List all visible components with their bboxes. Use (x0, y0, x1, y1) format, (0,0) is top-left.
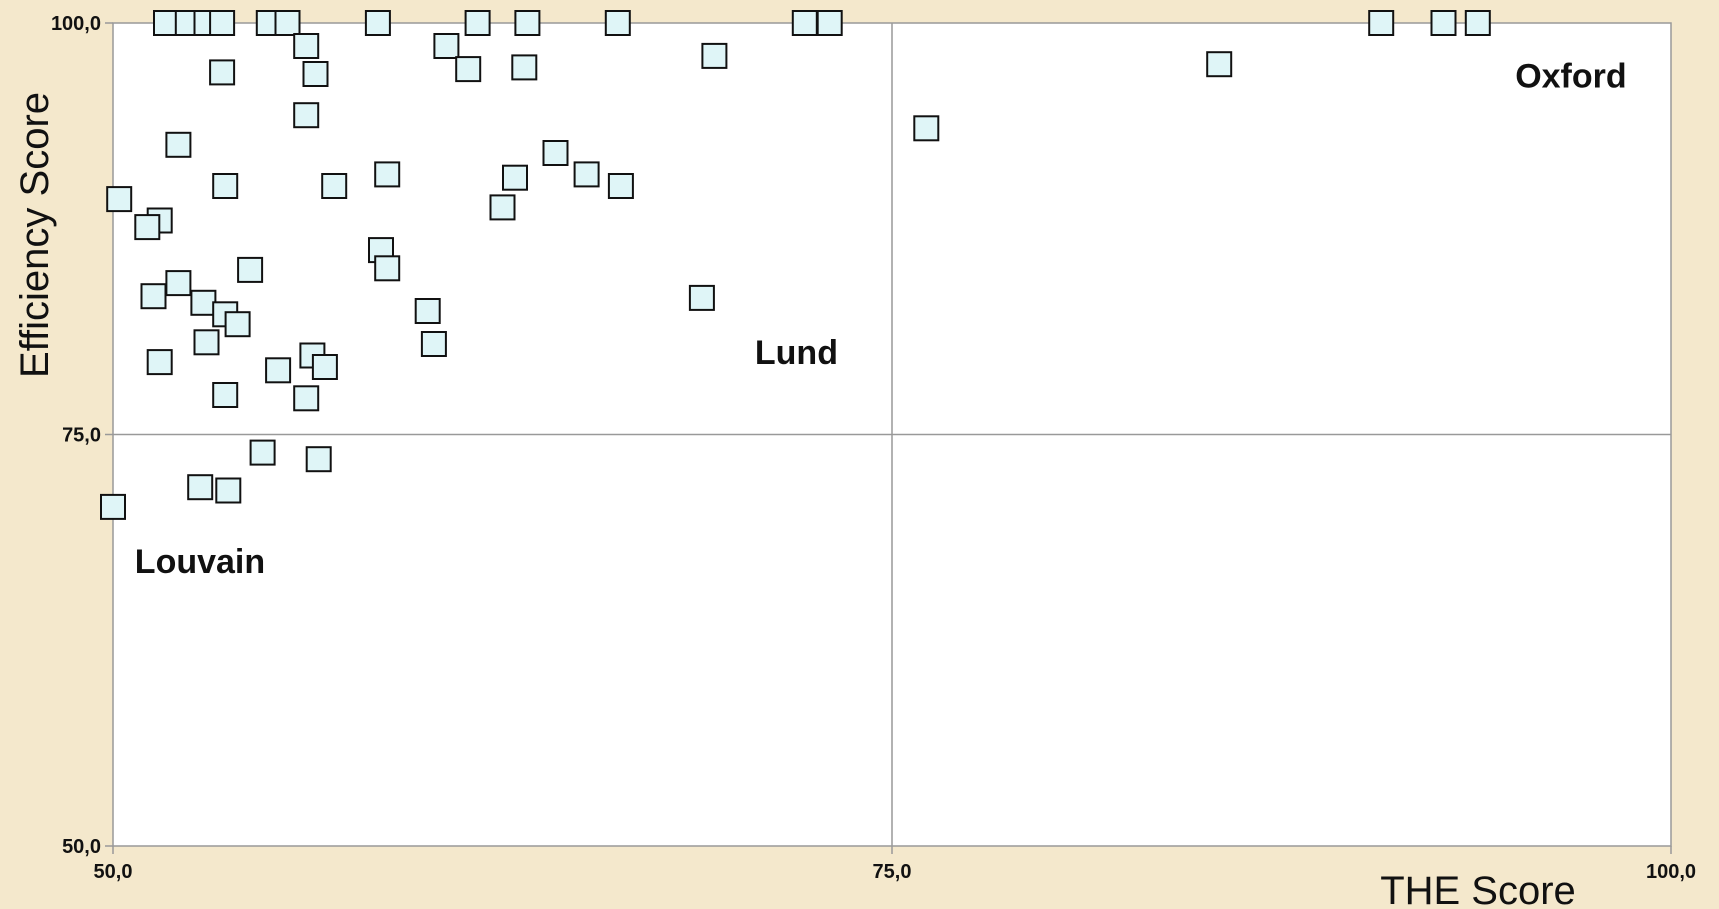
data-point (153, 10, 179, 36)
data-point (321, 173, 348, 199)
data-point (433, 33, 460, 59)
data-point (249, 439, 276, 466)
data-point (688, 284, 715, 311)
y-tick-label: 100,0 (51, 13, 101, 35)
data-point (134, 214, 161, 241)
annotation-lund: Lund (755, 334, 838, 372)
data-point (165, 270, 192, 297)
data-point (1368, 10, 1395, 36)
data-point (187, 474, 214, 501)
data-point (511, 54, 538, 81)
annotation-oxford: Oxford (1515, 58, 1626, 96)
y-axis-title: Efficiency Score (13, 92, 57, 378)
data-point (293, 102, 320, 129)
data-point (489, 194, 516, 221)
data-point (209, 59, 236, 86)
data-point (302, 61, 329, 87)
data-point (193, 329, 220, 356)
data-point (464, 10, 491, 36)
data-point (573, 161, 600, 188)
x-tick-label: 100,0 (1646, 861, 1696, 883)
data-point (364, 10, 391, 36)
y-tick-label: 50,0 (62, 836, 101, 858)
data-point (293, 385, 320, 412)
data-point (455, 56, 482, 83)
data-point (265, 357, 292, 384)
data-point (1430, 10, 1457, 36)
data-point (374, 161, 401, 188)
data-point (100, 493, 126, 520)
data-points (100, 10, 1491, 520)
data-point (311, 354, 338, 380)
data-point (293, 33, 320, 59)
data-point (209, 10, 236, 36)
data-point (165, 131, 192, 158)
data-point (274, 10, 301, 36)
data-point (237, 256, 264, 283)
data-point (816, 10, 843, 36)
axis-ticks (105, 22, 1672, 854)
data-point (305, 446, 332, 473)
data-point (140, 283, 167, 310)
data-point (542, 140, 569, 166)
data-point (224, 311, 251, 338)
data-point (1206, 51, 1233, 78)
data-point (604, 10, 631, 36)
data-point (607, 173, 634, 199)
data-point (414, 298, 441, 324)
data-point (701, 42, 728, 69)
annotation-louvain: Louvain (135, 543, 265, 581)
data-point (1464, 10, 1491, 36)
data-point (215, 477, 242, 504)
data-point (212, 173, 239, 199)
data-point (420, 331, 447, 357)
data-point (502, 164, 528, 191)
data-point (514, 10, 541, 36)
data-point (212, 382, 239, 408)
x-axis-title: THE Score (1380, 869, 1576, 909)
data-point (146, 349, 173, 376)
data-point (791, 10, 818, 36)
x-tick-label: 50,0 (94, 861, 133, 883)
y-tick-label: 75,0 (62, 425, 101, 447)
x-tick-label: 75,0 (873, 861, 912, 883)
data-point (106, 186, 133, 213)
data-point (374, 255, 401, 282)
data-point (190, 289, 217, 316)
data-point (913, 115, 940, 142)
